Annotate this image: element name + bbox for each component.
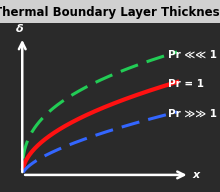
Text: Thermal Boundary Layer Thickness: Thermal Boundary Layer Thickness <box>0 6 220 19</box>
Text: δ: δ <box>15 24 23 34</box>
Text: Pr = 1: Pr = 1 <box>168 79 204 89</box>
Text: x: x <box>193 170 200 180</box>
Text: Pr ≪≪ 1: Pr ≪≪ 1 <box>168 49 217 59</box>
Text: Pr ≫≫ 1: Pr ≫≫ 1 <box>168 109 217 119</box>
